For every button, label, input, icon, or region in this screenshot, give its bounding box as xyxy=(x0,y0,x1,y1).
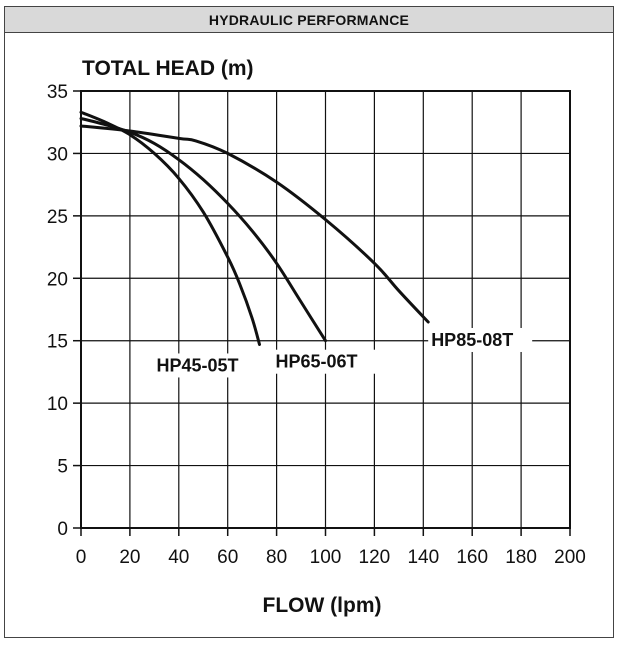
series-line-hp65-06t xyxy=(79,117,327,343)
y-tick-label: 5 xyxy=(57,457,68,478)
x-tick-label: 80 xyxy=(266,547,287,568)
y-tick-label: 15 xyxy=(47,332,68,353)
series-label-hp65-06t: HP65-06T xyxy=(276,352,358,372)
x-tick-label: 60 xyxy=(217,547,238,568)
series-group: HP45-05T HP65-06T HP85-08T xyxy=(79,110,533,378)
x-tick-label: 120 xyxy=(359,547,391,568)
series-line-hp85-08t xyxy=(79,124,430,324)
y-tick-label: 20 xyxy=(47,269,68,290)
x-tick-label: 100 xyxy=(310,547,342,568)
axis-ticks: 0 20 40 60 80 100 120 140 160 180 200 0 5 10 15 20 25 30 3… xyxy=(47,82,586,568)
y-axis-label: TOTAL HEAD (m) xyxy=(82,57,254,80)
y-tick-label: 0 xyxy=(57,519,68,540)
y-tick-label: 25 xyxy=(47,207,68,228)
series-label-hp85-08t: HP85-08T xyxy=(431,330,513,350)
x-tick-label: 20 xyxy=(119,547,140,568)
x-tick-label: 140 xyxy=(407,547,439,568)
chart-frame: HYDRAULIC PERFORMANCE xyxy=(4,6,614,638)
x-tick-label: 160 xyxy=(456,547,488,568)
series-line-hp45-05t xyxy=(79,110,261,346)
series-label-bg xyxy=(428,327,533,352)
y-tick-label: 35 xyxy=(47,82,68,103)
x-axis-label: FLOW (lpm) xyxy=(263,594,382,617)
header-title: HYDRAULIC PERFORMANCE xyxy=(208,11,410,28)
y-tick-label: 30 xyxy=(47,144,68,165)
series-label-bg xyxy=(272,349,377,374)
grid xyxy=(81,91,570,528)
x-tick-label: 200 xyxy=(554,547,586,568)
series-label-bg xyxy=(153,353,258,378)
x-tick-label: 180 xyxy=(505,547,537,568)
x-tick-label: 40 xyxy=(168,547,189,568)
chart-header: HYDRAULIC PERFORMANCE xyxy=(5,7,613,33)
y-tick-label: 10 xyxy=(47,394,68,415)
x-tick-label: 0 xyxy=(76,547,87,568)
series-label-hp45-05t: HP45-05T xyxy=(156,355,238,375)
